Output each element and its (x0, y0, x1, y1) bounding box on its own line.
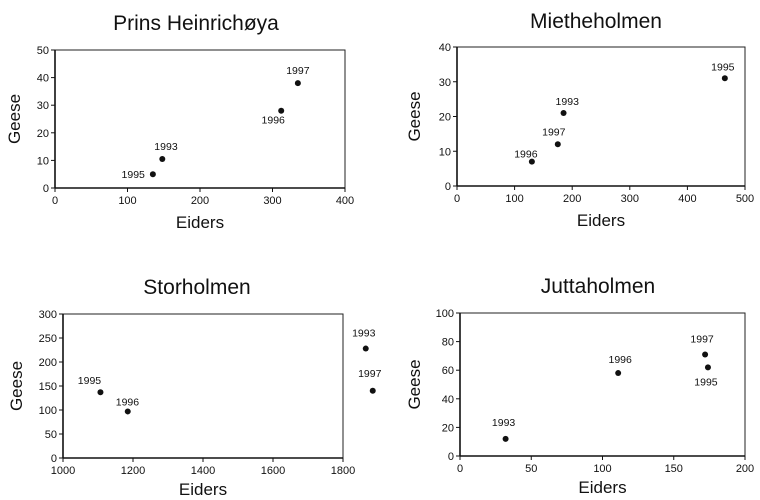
x-tick-label: 50 (525, 463, 537, 475)
y-tick-label: 100 (39, 405, 57, 417)
x-tick-label: 400 (336, 195, 354, 207)
data-point (124, 408, 131, 415)
x-tick-label: 200 (191, 195, 209, 207)
y-axis-label: Geese (405, 359, 424, 409)
x-tick-label: 0 (52, 195, 58, 207)
data-point-label: 1995 (694, 376, 718, 388)
y-tick-label: 20 (442, 422, 454, 434)
chart-title: Mietheholmen (530, 10, 662, 33)
y-tick-label: 150 (39, 381, 57, 393)
y-tick-label: 30 (439, 77, 451, 89)
y-axis-label: Geese (7, 361, 26, 411)
x-tick-label: 1400 (191, 465, 215, 477)
y-tick-label: 0 (51, 453, 57, 465)
data-point (159, 156, 166, 163)
chart-title: Storholmen (143, 276, 250, 299)
x-tick-label: 100 (118, 195, 136, 207)
y-axis-label: Geese (5, 94, 24, 144)
data-point-label: 1995 (711, 61, 735, 73)
data-point-label: 1997 (542, 126, 566, 138)
y-tick-label: 20 (37, 128, 49, 140)
y-tick-label: 40 (442, 394, 454, 406)
y-tick-label: 30 (37, 100, 49, 112)
y-tick-label: 60 (442, 365, 454, 377)
data-point (369, 387, 376, 394)
y-tick-label: 50 (37, 45, 49, 57)
scatter-panel: Prins Heinrichøya 0 100 200 300 400 0 10 20 30 40 5… (5, 12, 354, 232)
plot-frame (456, 46, 746, 187)
data-point-label: 1997 (690, 333, 714, 345)
x-tick-label: 500 (736, 193, 754, 205)
x-tick-label: 0 (457, 463, 463, 475)
data-point-label: 1997 (358, 368, 382, 380)
data-point (560, 110, 567, 117)
x-tick-label: 300 (621, 193, 639, 205)
data-point (528, 158, 535, 165)
y-tick-label: 0 (43, 183, 49, 195)
data-point (278, 107, 285, 114)
y-tick-label: 0 (448, 451, 454, 463)
data-point (704, 364, 711, 371)
data-point-label: 1993 (556, 96, 580, 108)
x-tick-label: 300 (263, 195, 281, 207)
data-point-label: 1996 (514, 149, 538, 161)
y-tick-label: 300 (39, 309, 57, 321)
x-tick-label: 1800 (331, 465, 355, 477)
data-point-label: 1995 (122, 169, 146, 181)
data-point-label: 1997 (286, 65, 310, 77)
data-point (721, 75, 728, 82)
data-point-label: 1996 (116, 396, 140, 408)
y-tick-label: 80 (442, 337, 454, 349)
x-tick-label: 100 (593, 463, 611, 475)
data-point (97, 389, 104, 396)
y-tick-label: 100 (436, 308, 454, 320)
x-tick-label: 100 (505, 193, 523, 205)
x-axis-label: Eiders (577, 211, 625, 230)
data-point-label: 1993 (352, 328, 376, 340)
x-tick-label: 1600 (261, 465, 285, 477)
data-point (702, 351, 709, 358)
chart-title: Prins Heinrichøya (113, 12, 279, 35)
x-tick-label: 0 (454, 193, 460, 205)
x-axis-label: Eiders (578, 478, 626, 497)
x-tick-label: 150 (665, 463, 683, 475)
data-point (554, 141, 561, 148)
y-tick-label: 200 (39, 357, 57, 369)
data-point (149, 171, 156, 178)
data-point-label: 1993 (492, 417, 516, 429)
y-tick-label: 20 (439, 112, 451, 124)
data-point-label: 1993 (154, 141, 178, 153)
x-axis-label: Eiders (176, 213, 224, 232)
data-point-label: 1996 (608, 354, 632, 366)
data-point (362, 345, 369, 352)
y-axis-label: Geese (405, 91, 424, 141)
data-point (615, 370, 622, 377)
scatter-panel: Mietheholmen 0 100 200 300 400 500 0 10 20 30 40 Eid… (405, 10, 754, 230)
x-axis-label: Eiders (179, 480, 227, 499)
y-tick-label: 10 (37, 155, 49, 167)
y-tick-label: 0 (445, 181, 451, 193)
data-point-label: 1996 (262, 115, 286, 127)
y-tick-label: 40 (439, 42, 451, 54)
y-tick-label: 10 (439, 146, 451, 158)
chart-title: Juttaholmen (541, 275, 655, 298)
x-tick-label: 200 (736, 463, 754, 475)
y-tick-label: 40 (37, 73, 49, 85)
data-point-label: 1995 (78, 375, 102, 387)
x-tick-label: 1000 (51, 465, 75, 477)
scatter-panel: Juttaholmen 0 50 100 150 200 0 20 40 60 80 100 Eider… (405, 275, 754, 497)
plot-frame (62, 313, 344, 459)
scatter-panel: Storholmen 1000 1200 1400 1600 1800 0 50 100 150 2… (7, 276, 382, 499)
data-point (294, 80, 301, 87)
data-point (502, 435, 509, 442)
x-tick-label: 1200 (121, 465, 145, 477)
y-tick-label: 250 (39, 333, 57, 345)
x-tick-label: 200 (563, 193, 581, 205)
y-tick-label: 50 (45, 429, 57, 441)
x-tick-label: 400 (678, 193, 696, 205)
